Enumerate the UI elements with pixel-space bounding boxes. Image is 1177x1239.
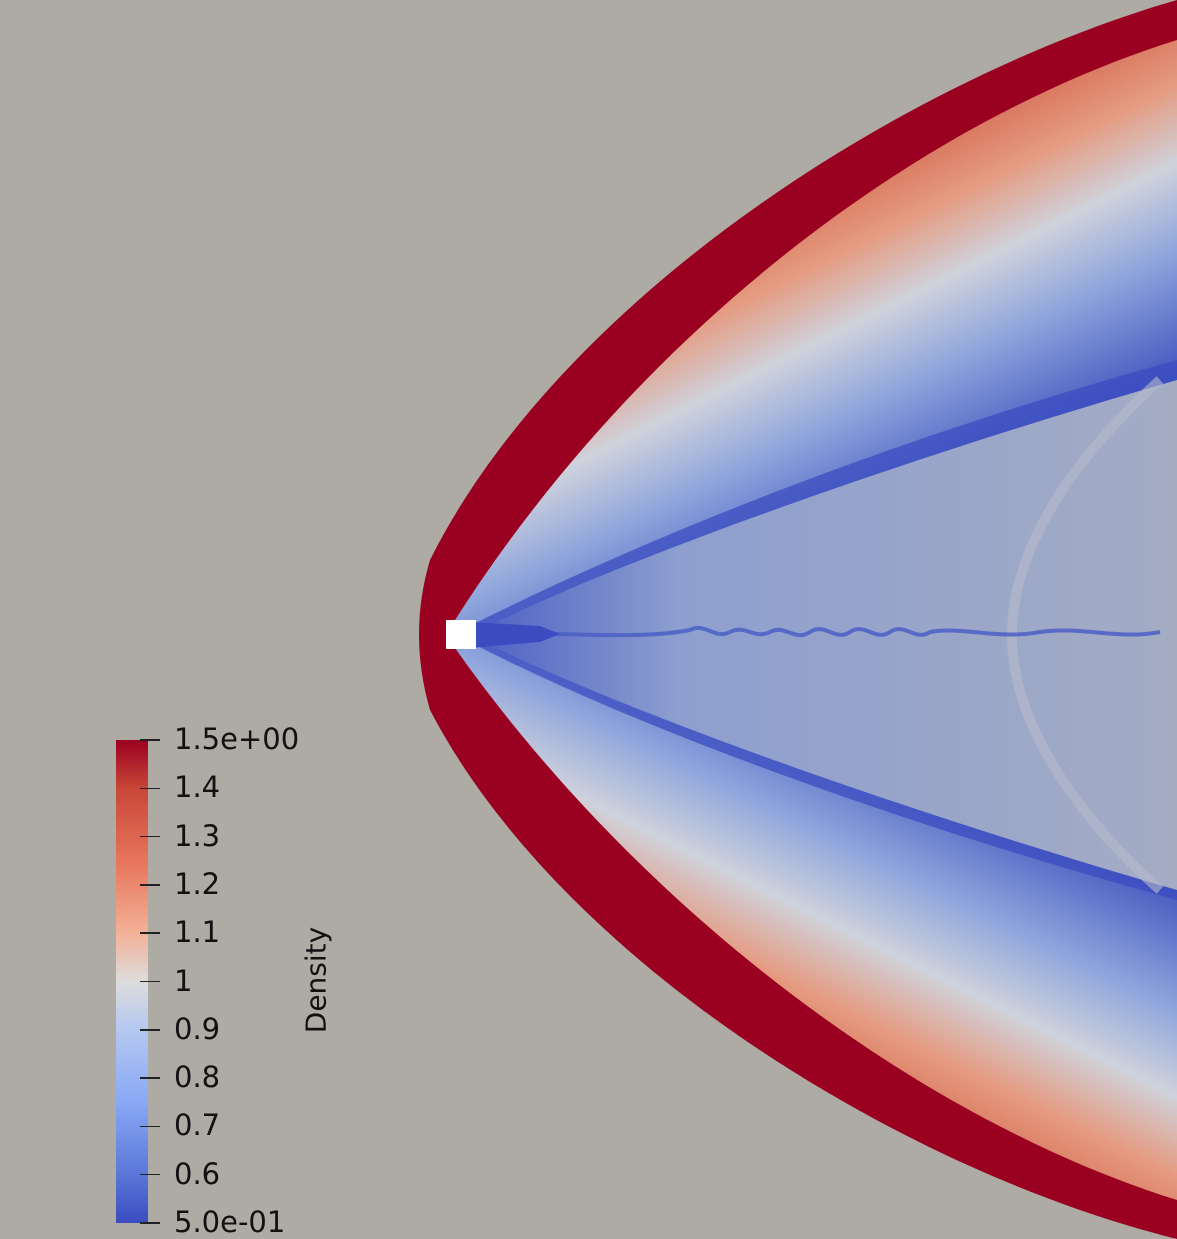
colorbar-tick-label: 0.7 <box>174 1108 221 1143</box>
colorbar-title: Density <box>299 926 333 1034</box>
colorbar-tick-label: 1 <box>174 963 193 998</box>
colorbar-tick-mark <box>140 884 160 886</box>
colorbar-tick-mark <box>140 835 160 838</box>
colorbar-tick-mark <box>140 1222 160 1224</box>
colorbar-tick-label: 0.9 <box>174 1011 221 1046</box>
colorbar-tick-label: 0.8 <box>174 1060 221 1095</box>
wake-region <box>480 380 1177 890</box>
colorbar-tick-mark <box>140 787 160 790</box>
colorbar-tick-mark <box>140 1173 160 1176</box>
obstacle-square <box>446 620 476 649</box>
colorbar-tick-mark <box>140 932 160 934</box>
colorbar-tick-mark <box>140 980 160 983</box>
colorbar-tick-label: 1.4 <box>174 770 221 805</box>
vortex-street <box>475 626 1161 638</box>
colorbar-tick-mark <box>140 1077 160 1079</box>
colorbar-tick-label: 1.3 <box>174 818 221 853</box>
wake-core <box>470 622 560 648</box>
colorbar-tick-label: 5.0e-01 <box>174 1205 286 1239</box>
colorbar-tick-label: 0.6 <box>174 1156 221 1191</box>
colorbar-tick-mark <box>140 1029 160 1031</box>
colorbar-tick-mark <box>140 1125 160 1128</box>
colorbar-tick-label: 1.5e+00 <box>174 722 300 756</box>
colorbar-tick-mark <box>140 739 160 741</box>
upper-expansion-fan <box>470 360 1177 632</box>
colorbar-tick-label: 1.1 <box>174 915 221 950</box>
recompression-shock <box>1006 376 1164 894</box>
colorbar-tick-label: 1.2 <box>174 866 221 901</box>
